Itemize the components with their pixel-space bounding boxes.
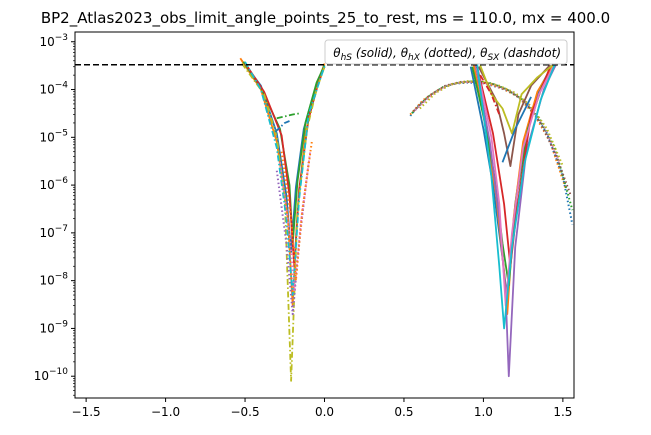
y-tick-label: 10−4 (39, 81, 68, 97)
series-line-5 (241, 62, 326, 382)
x-tick-label: 0.0 (315, 405, 334, 419)
x-tick-label: −0.5 (230, 405, 259, 419)
series-line-9 (275, 162, 310, 316)
series-line-28 (479, 74, 501, 115)
y-tick-label: 10−7 (39, 224, 68, 240)
legend-box (324, 39, 568, 65)
series-line-4 (244, 62, 326, 268)
series-layer (239, 57, 574, 382)
legend: θhS (solid), θhX (dotted), θSX (dashdot) (324, 39, 568, 65)
y-tick-label: 10−6 (39, 176, 68, 192)
y-tick-label: 10−10 (34, 367, 69, 383)
series-line-11 (280, 141, 313, 282)
y-tick-label: 10−8 (39, 272, 68, 288)
series-line-17 (419, 80, 564, 167)
legend-label: θhS (solid), θhX (dotted), θSX (dashdot) (333, 46, 561, 63)
x-axis: −1.5 −1.0 −0.5 0.0 0.5 1.0 1.5 (72, 398, 572, 419)
series-line-27 (501, 96, 532, 163)
y-axis: 10−10 10−9 10−8 10−7 10−6 10−5 10−4 10−3 (34, 33, 75, 396)
series-line-7 (244, 61, 326, 296)
series-line-6 (276, 112, 301, 120)
y-tick-label: 10−5 (39, 128, 68, 144)
y-tick-label: 10−3 (39, 33, 68, 49)
x-tick-label: −1.0 (151, 405, 180, 419)
series-line-13 (409, 80, 568, 191)
series-line-10 (279, 151, 312, 293)
series-line-15 (412, 80, 572, 197)
y-tick-label: 10−9 (39, 319, 68, 335)
x-tick-label: 1.5 (553, 405, 572, 419)
x-tick-label: 1.0 (474, 405, 493, 419)
x-tick-label: −1.5 (72, 405, 101, 419)
series-line-8 (274, 120, 290, 133)
x-tick-label: 0.5 (394, 405, 413, 419)
series-line-23 (476, 66, 555, 307)
series-line-26 (476, 63, 556, 330)
chart-title: BP2_Atlas2023_obs_limit_angle_points_25_… (41, 9, 610, 28)
